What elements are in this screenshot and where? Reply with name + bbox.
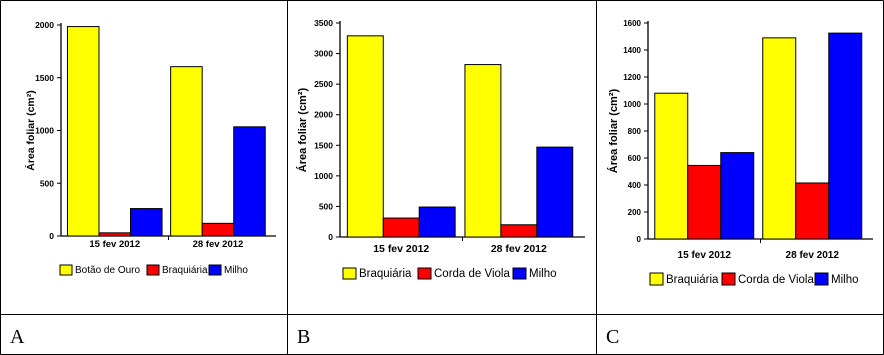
legend-label: Corda de Viola bbox=[738, 274, 814, 286]
legend-swatch bbox=[815, 273, 828, 285]
bar-corda-de-viola-1 bbox=[688, 165, 721, 239]
legend-label: Milho bbox=[224, 265, 248, 276]
legend-swatch bbox=[343, 268, 356, 279]
category-label: 15 fev 2012 bbox=[678, 250, 732, 261]
y-tick-label: 3500 bbox=[314, 18, 333, 28]
panel-label-a: A bbox=[10, 326, 24, 349]
y-tick-label: 500 bbox=[40, 178, 54, 188]
y-axis-label: Área foliar (cm²) bbox=[24, 90, 37, 171]
bar-milho-1 bbox=[131, 209, 163, 236]
category-label: 28 fev 2012 bbox=[786, 250, 840, 261]
bar-milho-1 bbox=[721, 153, 754, 239]
bar-corda-de-viola-2 bbox=[501, 225, 537, 237]
y-tick-label: 800 bbox=[628, 127, 642, 136]
bar-milho-2 bbox=[829, 33, 862, 239]
y-tick-label: 3000 bbox=[314, 49, 333, 59]
category-label: 15 fev 2012 bbox=[89, 239, 140, 250]
bar-braqui-ria-2 bbox=[202, 223, 234, 236]
legend-swatch bbox=[513, 268, 526, 279]
y-tick-label: 600 bbox=[628, 154, 642, 163]
bar-milho-2 bbox=[537, 147, 573, 237]
category-label: 28 fev 2012 bbox=[491, 243, 547, 255]
y-tick-label: 1000 bbox=[35, 126, 54, 136]
y-tick-label: 500 bbox=[319, 201, 333, 211]
bar-milho-2 bbox=[234, 127, 266, 236]
category-label: 15 fev 2012 bbox=[373, 243, 429, 255]
bar-braqui-ria-2 bbox=[465, 65, 501, 237]
bar-milho-1 bbox=[419, 207, 455, 237]
legend-label: Braquiária bbox=[666, 274, 719, 286]
legend-label: Braquiária bbox=[162, 265, 208, 276]
y-tick-label: 200 bbox=[628, 208, 642, 217]
y-tick-label: 0 bbox=[328, 232, 333, 242]
y-tick-label: 400 bbox=[628, 181, 642, 190]
y-axis-label: Área foliar (cm²) bbox=[607, 88, 620, 173]
legend-swatch bbox=[722, 273, 735, 285]
legend-label: Braquiária bbox=[359, 268, 412, 280]
panel-label-c: C bbox=[606, 326, 619, 349]
chart-panel-b: 0 500 1000 1500 2000 2500 3000 3500 Área foliar … bbox=[296, 18, 585, 280]
bar-braqui-ria-1 bbox=[655, 93, 688, 239]
y-tick-label: 1000 bbox=[314, 171, 333, 181]
y-tick-label: 1400 bbox=[623, 46, 641, 55]
bar-corda-de-viola-1 bbox=[383, 218, 419, 237]
legend-label: Corda de Viola bbox=[434, 268, 510, 280]
legend-label: Milho bbox=[831, 274, 858, 286]
category-label: 28 fev 2012 bbox=[193, 239, 244, 250]
y-tick-label: 2000 bbox=[35, 20, 54, 30]
legend-swatch bbox=[418, 268, 431, 279]
legend-label: Milho bbox=[529, 268, 556, 280]
bar-corda-de-viola-2 bbox=[796, 183, 829, 239]
bar-braqui-ria-1 bbox=[347, 36, 383, 237]
panel-label-b: B bbox=[297, 326, 310, 349]
legend-swatch bbox=[209, 265, 221, 275]
bar-bot-o-de-ouro-2 bbox=[171, 67, 203, 236]
y-tick-label: 2000 bbox=[314, 110, 333, 120]
y-tick-label: 0 bbox=[49, 231, 54, 241]
y-tick-label: 1600 bbox=[623, 19, 641, 28]
chart-panel-a: 0 500 1000 1500 2000 Área foliar (cm²) 15 fev … bbox=[24, 20, 276, 276]
y-axis-label: Área foliar (cm²) bbox=[296, 87, 309, 172]
y-tick-label: 1200 bbox=[623, 73, 641, 82]
legend-label: Botão de Ouro bbox=[75, 265, 140, 276]
bar-bot-o-de-ouro-1 bbox=[67, 27, 99, 236]
y-tick-label: 0 bbox=[637, 235, 642, 244]
y-tick-label: 2500 bbox=[314, 79, 333, 89]
y-tick-label: 1500 bbox=[35, 73, 54, 83]
legend-swatch bbox=[60, 265, 72, 275]
chart-panel-c: 0 200 400 600 800 1000 1200 1400 1600 Área foliar… bbox=[607, 19, 873, 286]
legend-swatch bbox=[147, 265, 159, 275]
bar-braqui-ria-1 bbox=[99, 233, 131, 236]
bar-braqui-ria-2 bbox=[763, 38, 796, 239]
y-tick-label: 1000 bbox=[623, 100, 641, 109]
y-tick-label: 1500 bbox=[314, 140, 333, 150]
legend-swatch bbox=[650, 273, 663, 285]
